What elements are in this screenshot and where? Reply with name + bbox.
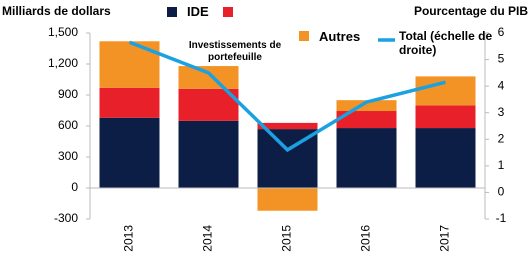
- y-tick-label: 1,200: [48, 56, 78, 70]
- y2-axis-title: Pourcentage du PIB: [414, 4, 528, 18]
- bar-segment: [99, 117, 160, 188]
- bar-segment: [336, 128, 397, 188]
- bar-segment: [415, 76, 476, 106]
- legend-label: IDE: [187, 4, 209, 19]
- x-tick-label: 2015: [280, 225, 294, 252]
- bar-segment: [178, 66, 239, 89]
- y-tick-label: 600: [58, 118, 78, 132]
- bar-segment: [99, 41, 160, 88]
- bar-segment: [336, 111, 397, 129]
- x-tick-label: 2014: [201, 225, 215, 252]
- x-tick-label: 2013: [122, 225, 136, 252]
- x-tick-label: 2016: [359, 225, 373, 252]
- y2-tick-label: -1: [496, 211, 507, 225]
- x-tick-label: 2017: [438, 225, 452, 252]
- bar-segment: [178, 120, 239, 188]
- bar-segment: [257, 188, 318, 211]
- legend-swatch: [299, 31, 309, 41]
- legend-label: Autres: [319, 29, 361, 44]
- y2-tick-label: 0: [498, 185, 505, 199]
- y-tick-label: 300: [58, 149, 78, 163]
- y-tick-label: 1,500: [48, 25, 78, 39]
- y2-tick-label: 2: [498, 131, 505, 145]
- bar-segment: [415, 128, 476, 188]
- bar-segment: [336, 100, 397, 112]
- y-tick-label: 900: [58, 87, 78, 101]
- y2-tick-label: 1: [498, 158, 505, 172]
- y-tick-label: 0: [71, 180, 78, 194]
- y-tick-label: -300: [54, 211, 78, 225]
- y-axis-title: Milliards de dollars: [2, 4, 111, 18]
- total-line: [128, 40, 446, 153]
- y2-tick-label: 5: [498, 52, 505, 66]
- legend-swatch: [167, 7, 177, 17]
- y2-tick-label: 6: [498, 25, 505, 39]
- legend-label: Total (échelle de droite): [399, 29, 493, 57]
- legend-label: Investissements de portefeuille: [188, 40, 282, 63]
- bar-segment: [257, 122, 318, 130]
- y2-tick-label: 4: [498, 78, 505, 92]
- bar-segment: [415, 105, 476, 129]
- legend-swatch: [223, 7, 233, 17]
- y2-tick-label: 3: [498, 105, 505, 119]
- bar-segment: [99, 87, 160, 118]
